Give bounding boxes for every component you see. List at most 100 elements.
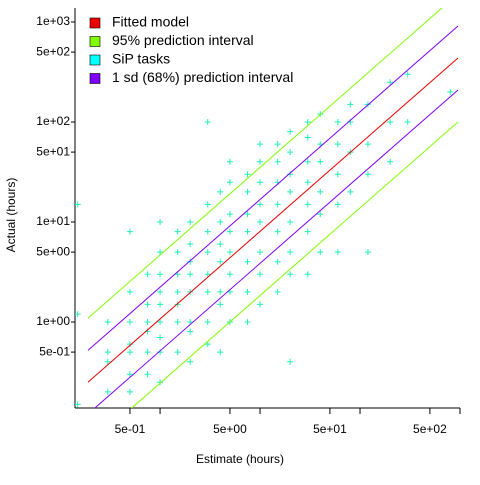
data-point xyxy=(187,288,194,295)
data-point xyxy=(126,228,133,235)
data-point xyxy=(157,301,164,308)
data-point xyxy=(274,201,281,208)
data-point xyxy=(304,271,311,278)
data-point xyxy=(257,179,264,186)
data-point xyxy=(287,218,294,225)
data-point xyxy=(226,211,233,218)
data-point xyxy=(75,401,81,408)
data-point xyxy=(364,141,371,148)
data-point xyxy=(157,249,164,256)
fit-line xyxy=(94,89,459,408)
y-tick-label: 5e-01 xyxy=(39,344,70,358)
data-point xyxy=(257,158,264,165)
y-axis-label: Actual (hours) xyxy=(4,178,18,253)
data-point xyxy=(334,201,341,208)
y-tick-label: 5e+00 xyxy=(36,244,70,258)
data-point xyxy=(204,118,211,125)
data-point xyxy=(244,228,251,235)
data-point xyxy=(204,288,211,295)
data-point xyxy=(244,211,251,218)
y-tick-label: 1e+02 xyxy=(36,114,70,128)
data-point xyxy=(75,201,81,208)
data-point xyxy=(157,334,164,341)
data-point xyxy=(157,288,164,295)
legend-label: 1 sd (68%) prediction interval xyxy=(112,69,293,85)
data-point xyxy=(217,258,224,265)
data-point xyxy=(287,188,294,195)
data-point xyxy=(217,288,224,295)
data-point xyxy=(287,249,294,256)
fit-line xyxy=(87,25,459,351)
data-point xyxy=(104,358,111,365)
legend-swatch xyxy=(89,73,101,84)
data-point xyxy=(287,171,294,178)
data-point xyxy=(226,271,233,278)
y-tick-label: 1e+00 xyxy=(36,314,70,328)
data-point xyxy=(244,318,251,325)
fit-line xyxy=(87,8,443,319)
data-point xyxy=(387,118,394,125)
data-point xyxy=(244,258,251,265)
data-point xyxy=(144,371,151,378)
data-point xyxy=(187,328,194,335)
data-point xyxy=(144,318,151,325)
data-point xyxy=(204,341,211,348)
data-point xyxy=(204,249,211,256)
data-point xyxy=(257,141,264,148)
data-point xyxy=(364,249,371,256)
legend-label: Fitted model xyxy=(112,14,189,30)
data-point xyxy=(217,349,224,356)
data-point xyxy=(347,188,354,195)
y-tick-label: 5e+02 xyxy=(36,44,70,58)
data-point xyxy=(174,249,181,256)
data-point xyxy=(334,249,341,256)
data-point xyxy=(364,171,371,178)
data-point xyxy=(404,71,411,78)
data-point xyxy=(226,228,233,235)
x-axis-label: Estimate (hours) xyxy=(196,452,284,466)
legend-swatch xyxy=(89,54,101,66)
data-point xyxy=(304,228,311,235)
data-point xyxy=(287,358,294,365)
data-point xyxy=(217,301,224,308)
data-point xyxy=(334,171,341,178)
data-point xyxy=(217,241,224,248)
data-point xyxy=(126,288,133,295)
data-point xyxy=(75,311,81,318)
data-point xyxy=(257,218,264,225)
data-point xyxy=(287,128,294,135)
data-point xyxy=(226,179,233,186)
data-point xyxy=(274,228,281,235)
data-point xyxy=(126,318,133,325)
data-point xyxy=(157,379,164,386)
data-point xyxy=(287,149,294,156)
data-point xyxy=(157,218,164,225)
data-point xyxy=(217,218,224,225)
data-point xyxy=(187,258,194,265)
data-point xyxy=(217,188,224,195)
data-point xyxy=(126,349,133,356)
data-point xyxy=(244,188,251,195)
data-point xyxy=(387,79,394,86)
fit-line xyxy=(130,121,459,408)
data-point xyxy=(174,301,181,308)
data-point xyxy=(317,249,324,256)
x-tick-label: 5e+02 xyxy=(413,422,447,436)
legend-swatch xyxy=(89,17,101,29)
fit-line xyxy=(87,57,459,383)
data-point xyxy=(144,349,151,356)
data-point xyxy=(204,201,211,208)
data-point xyxy=(404,118,411,125)
data-point xyxy=(244,171,251,178)
x-tick-label: 5e+00 xyxy=(213,422,247,436)
legend-swatch xyxy=(89,36,101,47)
data-point xyxy=(204,228,211,235)
data-point xyxy=(144,271,151,278)
data-point xyxy=(317,211,324,218)
data-point xyxy=(187,358,194,365)
data-point xyxy=(257,201,264,208)
data-point xyxy=(226,249,233,256)
data-point xyxy=(104,318,111,325)
x-tick-label: 5e-01 xyxy=(115,422,146,436)
